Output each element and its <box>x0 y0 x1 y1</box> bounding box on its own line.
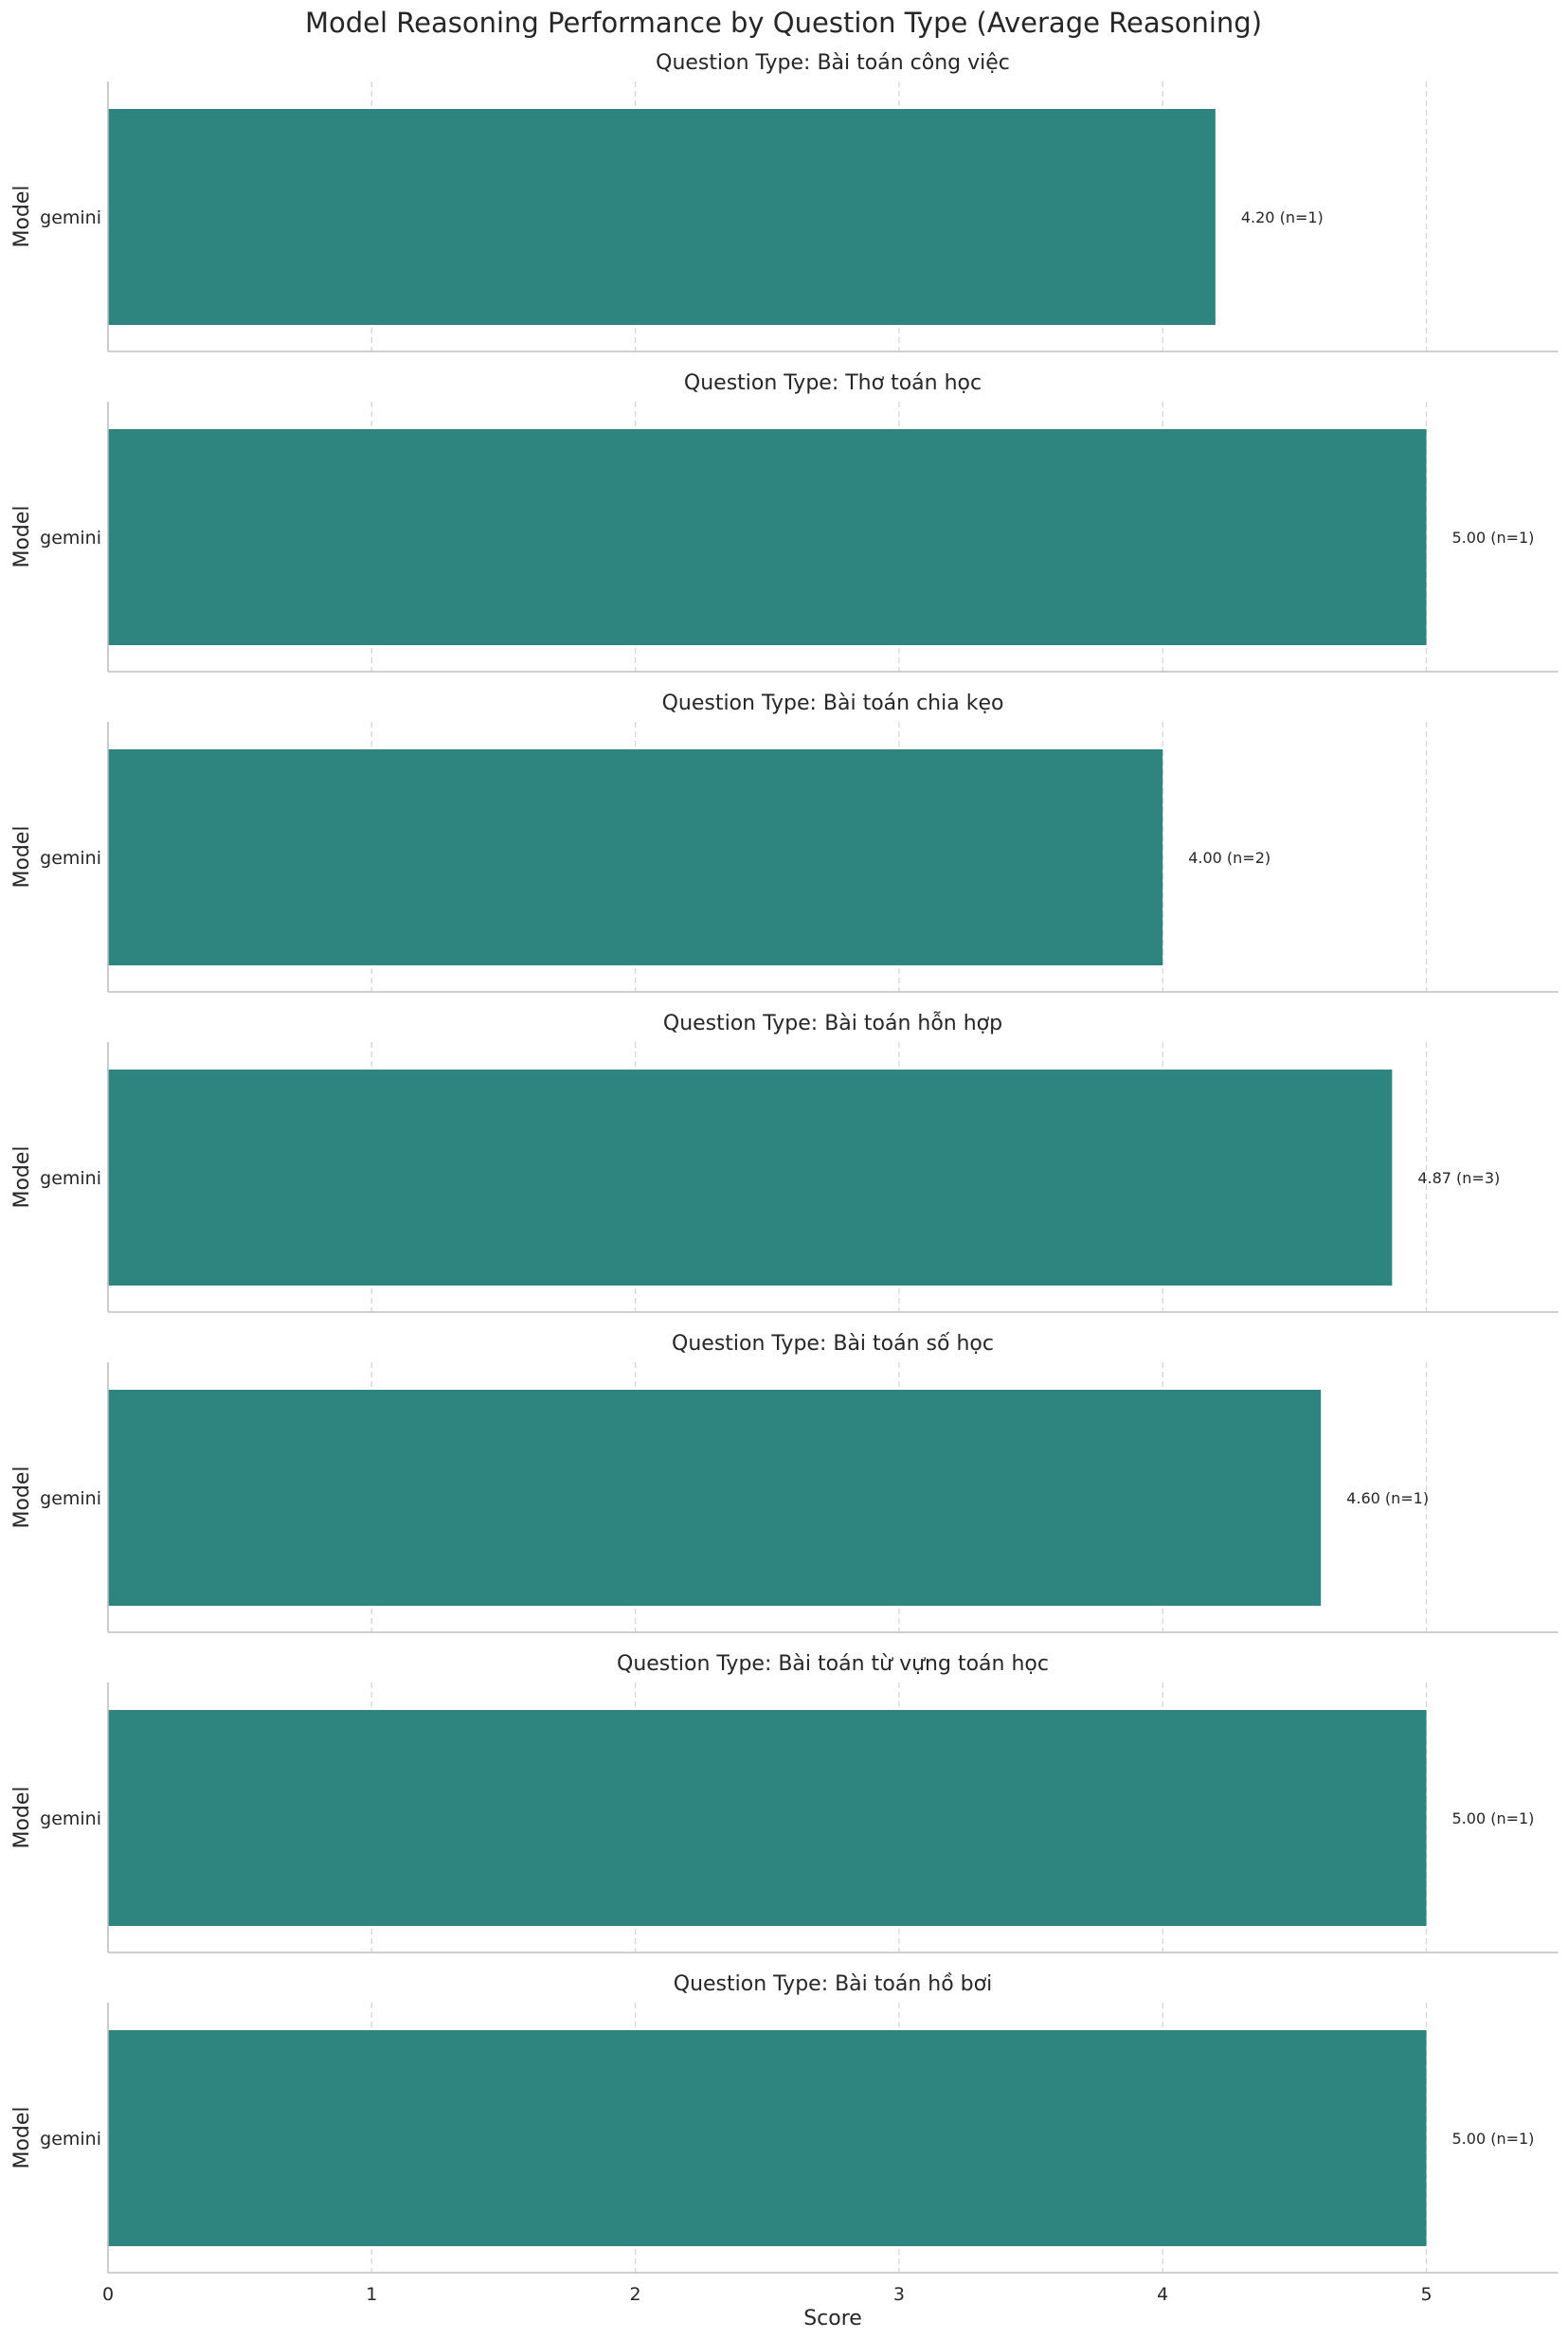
y-axis-label: Model <box>10 825 34 888</box>
x-tick-label: 2 <box>630 2284 641 2305</box>
bar <box>108 2030 1427 2246</box>
panel: Question Type: Bài toán số học 4.60 (n=1)… <box>10 1332 1559 1633</box>
data-label: 4.60 (n=1) <box>1346 1489 1429 1507</box>
panel: Question Type: Bài toán chia kẹo 4.00 (n=… <box>10 692 1559 993</box>
panel-title: Question Type: Bài toán hỗn hợp <box>663 1011 1002 1035</box>
category-label: gemini <box>40 207 101 228</box>
y-axis-label: Model <box>10 2106 34 2168</box>
panel: Question Type: Thơ toán học 5.00 (n=1) gem… <box>10 371 1559 673</box>
x-tick-label: 4 <box>1157 2284 1168 2305</box>
bar <box>108 749 1163 965</box>
category-label: gemini <box>40 2129 101 2150</box>
data-label: 5.00 (n=1) <box>1452 529 1535 547</box>
panel: Question Type: Bài toán hồ bơi 5.00 (n=1)… <box>10 1972 1559 2274</box>
bar <box>108 429 1427 645</box>
chart-title: Model Reasoning Performance by Question … <box>305 7 1262 39</box>
panel: Question Type: Bài toán từ vựng toán học… <box>10 1652 1559 1953</box>
panel-title: Question Type: Bài toán hồ bơi <box>674 1972 992 1996</box>
panel-title: Question Type: Bài toán chia kẹo <box>662 692 1004 715</box>
category-label: gemini <box>40 1168 101 1189</box>
panel-title: Question Type: Bài toán công việc <box>656 51 1010 75</box>
data-label: 4.87 (n=3) <box>1417 1169 1500 1187</box>
panel-title: Question Type: Thơ toán học <box>684 371 982 395</box>
x-axis-label: Score <box>803 2307 862 2330</box>
panel-title: Question Type: Bài toán từ vựng toán học <box>617 1652 1049 1676</box>
y-axis-label: Model <box>10 185 34 247</box>
data-label: 5.00 (n=1) <box>1452 2130 1535 2148</box>
y-axis-label: Model <box>10 1466 34 1528</box>
y-axis-label: Model <box>10 505 34 567</box>
category-label: gemini <box>40 848 101 869</box>
bar <box>108 1710 1427 1926</box>
x-tick-label: 0 <box>102 2284 114 2305</box>
category-label: gemini <box>40 528 101 549</box>
data-label: 5.00 (n=1) <box>1452 1809 1535 1827</box>
data-label: 4.00 (n=2) <box>1188 849 1271 867</box>
category-label: gemini <box>40 1488 101 1509</box>
x-tick-label: 5 <box>1420 2284 1432 2305</box>
bar <box>108 109 1216 325</box>
category-label: gemini <box>40 1808 101 1829</box>
panel: Question Type: Bài toán công việc 4.20 (n… <box>10 51 1559 352</box>
y-axis-label: Model <box>10 1145 34 1208</box>
panel: Question Type: Bài toán hỗn hợp 4.87 (n=3… <box>10 1011 1559 1313</box>
y-axis-label: Model <box>10 1786 34 1848</box>
bar <box>108 1390 1322 1606</box>
panel-title: Question Type: Bài toán số học <box>672 1332 994 1356</box>
x-tick-label: 3 <box>893 2284 905 2305</box>
x-tick-label: 1 <box>366 2284 377 2305</box>
data-label: 4.20 (n=1) <box>1241 208 1324 226</box>
bar <box>108 1070 1393 1286</box>
